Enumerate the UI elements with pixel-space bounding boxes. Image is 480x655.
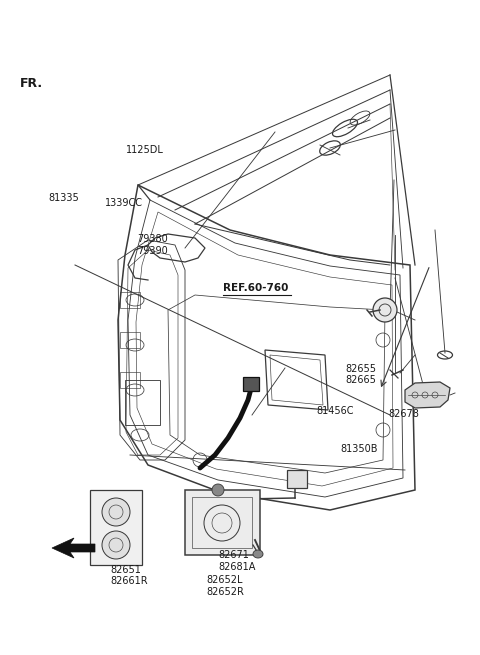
Text: 82671
82681A: 82671 82681A [218, 550, 256, 572]
Text: 81335: 81335 [48, 193, 79, 203]
Text: 79380
79390: 79380 79390 [137, 234, 168, 256]
Text: 81350B: 81350B [341, 444, 378, 454]
Text: 1339CC: 1339CC [105, 198, 143, 208]
Circle shape [102, 531, 130, 559]
Circle shape [212, 484, 224, 496]
Circle shape [102, 498, 130, 526]
Text: 82678: 82678 [389, 409, 420, 419]
FancyBboxPatch shape [90, 490, 142, 565]
Polygon shape [405, 382, 450, 408]
Text: 81456C: 81456C [317, 406, 354, 416]
Ellipse shape [253, 550, 263, 558]
Text: 82652L
82652R: 82652L 82652R [206, 575, 244, 597]
Circle shape [373, 298, 397, 322]
FancyBboxPatch shape [287, 470, 307, 488]
Text: 82655
82665: 82655 82665 [346, 364, 377, 385]
Text: 1125DL: 1125DL [126, 145, 164, 155]
Polygon shape [52, 538, 95, 558]
Text: REF.60-760: REF.60-760 [223, 283, 288, 293]
Text: 82651
82661R: 82651 82661R [110, 565, 148, 586]
FancyBboxPatch shape [185, 490, 260, 555]
Text: FR.: FR. [20, 77, 43, 90]
FancyBboxPatch shape [243, 377, 259, 391]
